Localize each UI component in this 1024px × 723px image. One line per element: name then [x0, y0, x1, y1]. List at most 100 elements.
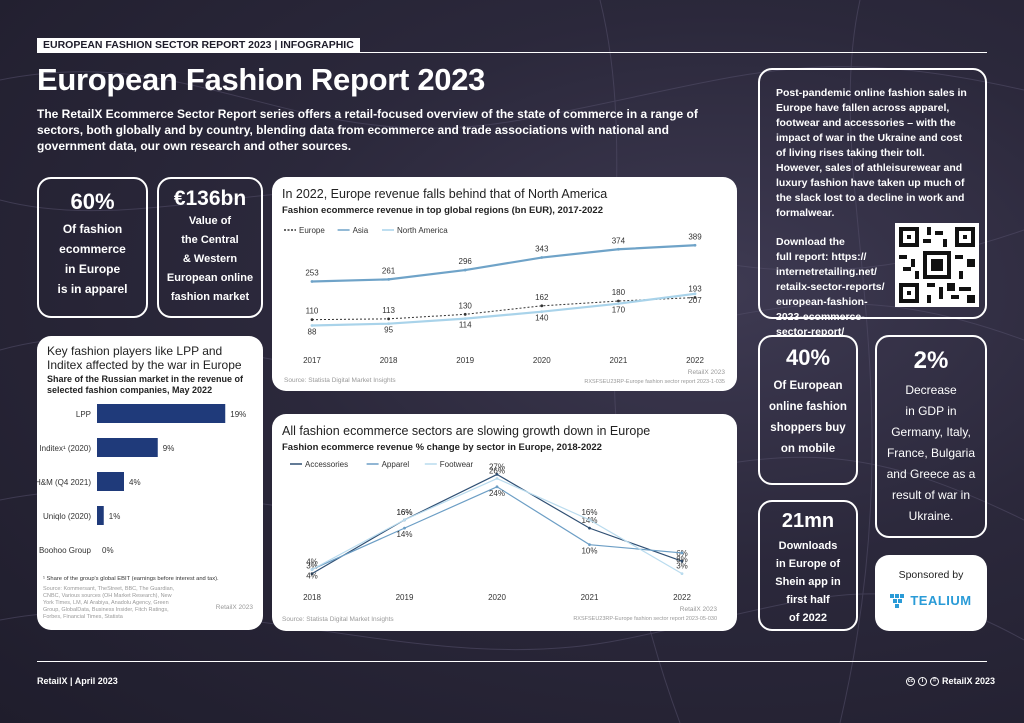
chart-credit: RetailX 2023 — [687, 369, 725, 376]
data-point — [495, 477, 499, 480]
x-tick-label: 2020 — [488, 593, 506, 602]
footer-right: cc i = RetailX 2023 — [906, 676, 995, 686]
data-point — [588, 518, 591, 522]
stat-value: 60% — [70, 189, 115, 214]
data-label: 261 — [382, 266, 396, 275]
stat-value: 21mn — [781, 510, 835, 532]
x-tick-label: 2019 — [396, 593, 414, 602]
data-label: 389 — [688, 232, 702, 241]
data-label: 180 — [612, 288, 626, 297]
chart-credit: RetailX 2023 — [215, 604, 253, 611]
stat-mobile-card: 40% Of European online fashion shoppers b… — [758, 335, 858, 485]
data-point — [495, 485, 499, 489]
data-point — [617, 302, 620, 306]
data-point — [463, 312, 467, 316]
data-point — [540, 310, 544, 314]
legend-label: Europe — [299, 226, 325, 235]
sponsor-label: Sponsored by — [898, 569, 964, 581]
data-label: 3% — [306, 562, 318, 571]
chart-source: Source: Kommersant, TheStreet, BBC, The … — [43, 586, 175, 620]
growth-line-chart: Accessories Apparel Footwear 2018 2019 2020 20… — [290, 460, 691, 602]
legend-label: Accessories — [305, 460, 348, 469]
data-point — [540, 304, 544, 308]
revenue-line-chart: Europe Asia North America 2017 2018 2019 2020 2… — [284, 226, 704, 365]
data-point — [310, 572, 314, 575]
qr-code[interactable] — [895, 223, 979, 307]
data-label: 95 — [384, 326, 393, 335]
stat-market-card: €136bn Value of the Central & Western Eu… — [157, 177, 263, 318]
data-label: 130 — [459, 301, 473, 310]
data-point — [617, 299, 620, 303]
stat-value: 2% — [913, 347, 949, 374]
download-link-text[interactable]: Download the full report: https:// intern… — [776, 236, 885, 338]
legend-label: North America — [397, 226, 448, 235]
x-tick-label: 2021 — [581, 593, 599, 602]
chart-ref: RXSFSEU23RP-Europe fashion sector report… — [584, 379, 725, 385]
bar-value-label: 1% — [109, 512, 121, 521]
by-icon: i — [918, 676, 927, 686]
chart-source: Source: Statista Digital Market Insights — [282, 616, 394, 623]
series-line-apparel — [311, 486, 683, 571]
chart-title: All fashion ecommerce sectors are slowin… — [282, 424, 651, 438]
data-label: 3% — [676, 562, 688, 571]
stat-value: €136bn — [173, 187, 247, 210]
data-point — [387, 278, 390, 281]
stat-line: European online — [166, 272, 254, 284]
stat-line: the Central — [181, 234, 239, 246]
sponsor-logo[interactable]: TEALIUM — [875, 593, 987, 608]
chart-subtitle: Share of the Russian market in the reven… — [47, 374, 244, 395]
page-title: European Fashion Report 2023 — [37, 62, 486, 97]
stat-description: Value of the Central & Western European … — [159, 212, 261, 307]
x-tick-label: 2018 — [380, 356, 398, 365]
data-point — [680, 551, 684, 555]
chart-title: In 2022, Europe revenue falls behind tha… — [282, 187, 608, 201]
chart-title: Key fashion players like LPP and Inditex… — [47, 344, 242, 372]
x-tick-label: 2022 — [686, 356, 704, 365]
legend-label: Apparel — [382, 460, 410, 469]
data-point — [310, 280, 314, 283]
bar — [97, 438, 158, 457]
data-label: 24% — [489, 489, 505, 498]
sponsor-name: TEALIUM — [910, 593, 972, 608]
stat-description: Downloads in Europe of Shein app in first … — [775, 540, 841, 624]
x-tick-label: 2017 — [303, 356, 321, 365]
data-label: 8% — [676, 555, 688, 564]
legend-label: Footwear — [440, 460, 474, 469]
data-point — [693, 292, 697, 296]
data-label: 26% — [489, 467, 505, 476]
data-point — [495, 473, 499, 476]
header-divider — [37, 52, 987, 53]
cc-icon: cc — [906, 676, 915, 686]
stat-gdp-card: 2% Decrease in GDP in Germany, Italy, Fran… — [875, 335, 987, 538]
category-label: Inditex¹ (2020) — [39, 444, 91, 453]
growth-chart-card: All fashion ecommerce sectors are slowin… — [272, 414, 737, 631]
summary-text: Post-pandemic online fashion sales in Eu… — [776, 87, 967, 219]
stat-description: Of fashion ecommerce in Europe is in app… — [39, 219, 146, 299]
stat-shein-card: 21mn Downloads in Europe of Shein app in f… — [758, 500, 858, 631]
data-label: 16% — [581, 508, 597, 517]
data-point — [463, 268, 467, 272]
sponsor-card: Sponsored by TEALIUM — [875, 555, 987, 631]
data-label: 16% — [396, 508, 412, 517]
data-label: 140 — [535, 314, 549, 323]
data-point — [310, 568, 314, 571]
data-label: 16% — [396, 508, 412, 517]
data-label: 10% — [581, 547, 597, 556]
bar-value-label: 0% — [102, 546, 114, 555]
data-label: 193 — [688, 285, 702, 294]
x-tick-label: 2022 — [673, 593, 691, 602]
stat-description: Of European online fashion shoppers buy on… — [769, 380, 847, 455]
data-point — [540, 256, 544, 259]
x-tick-label: 2018 — [303, 593, 321, 602]
data-label: 110 — [306, 307, 319, 316]
data-label: 162 — [535, 293, 549, 302]
data-label: 374 — [612, 236, 626, 245]
data-label: 4% — [306, 557, 318, 566]
x-tick-label: 2019 — [456, 356, 474, 365]
chart-subtitle: Fashion ecommerce revenue in top global … — [282, 205, 603, 216]
category-label: Boohoo Group — [39, 546, 92, 555]
stat-line: ecommerce — [59, 242, 126, 256]
data-label: 296 — [459, 257, 473, 266]
data-label: 4% — [306, 571, 318, 580]
bar-value-label: 4% — [129, 478, 141, 487]
